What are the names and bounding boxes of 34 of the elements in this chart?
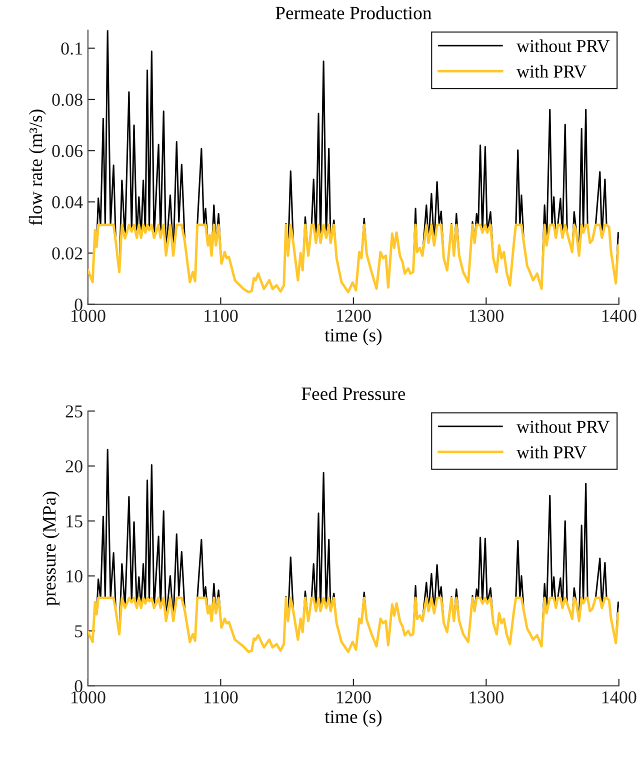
legend-label: without PRV — [516, 420, 610, 433]
legend-label: with PRV — [516, 446, 587, 459]
y-tick-label: 0.04 — [52, 196, 83, 208]
x-tick-label: 1000 — [71, 310, 106, 322]
x-tick-label: 1100 — [204, 691, 238, 704]
y-tick-label: 5 — [75, 625, 82, 638]
y-axis-title: flow rate (m³/s) — [28, 110, 46, 226]
y-tick-label: 10 — [66, 570, 82, 582]
y-tick-label: 0.02 — [52, 247, 82, 260]
x-tick-label: 1400 — [602, 310, 636, 322]
x-tick-label: 1300 — [470, 691, 504, 704]
x-tick-label: 1100 — [204, 310, 238, 322]
y-axis-title: pressure (MPa) — [42, 492, 60, 606]
x-tick-label: 1200 — [336, 310, 371, 322]
x-tick-label: 1200 — [336, 691, 371, 704]
y-tick-label: 25 — [66, 405, 82, 418]
y-tick-label: 20 — [66, 460, 82, 472]
chart-title: Feed Pressure — [302, 386, 406, 400]
y-tick-label: 0 — [74, 680, 82, 692]
x-tick-label: 1300 — [470, 310, 504, 322]
legend-label: with PRV — [516, 64, 587, 78]
line-series — [88, 596, 619, 654]
y-tick-label: 0.06 — [52, 144, 83, 158]
line-series — [88, 224, 619, 294]
chart-title: Permeate Production — [276, 6, 432, 20]
legend-label: without PRV — [516, 39, 610, 52]
y-tick-label: 0 — [74, 298, 82, 311]
x-tick-label: 1400 — [602, 691, 636, 704]
x-tick-label: 1000 — [71, 691, 106, 704]
y-tick-label: 0.1 — [61, 42, 82, 55]
y-tick-label: 15 — [66, 515, 82, 528]
x-axis-title: time (s) — [324, 710, 382, 727]
y-tick-label: 0.08 — [52, 94, 82, 106]
x-axis-title: time (s) — [324, 328, 382, 346]
